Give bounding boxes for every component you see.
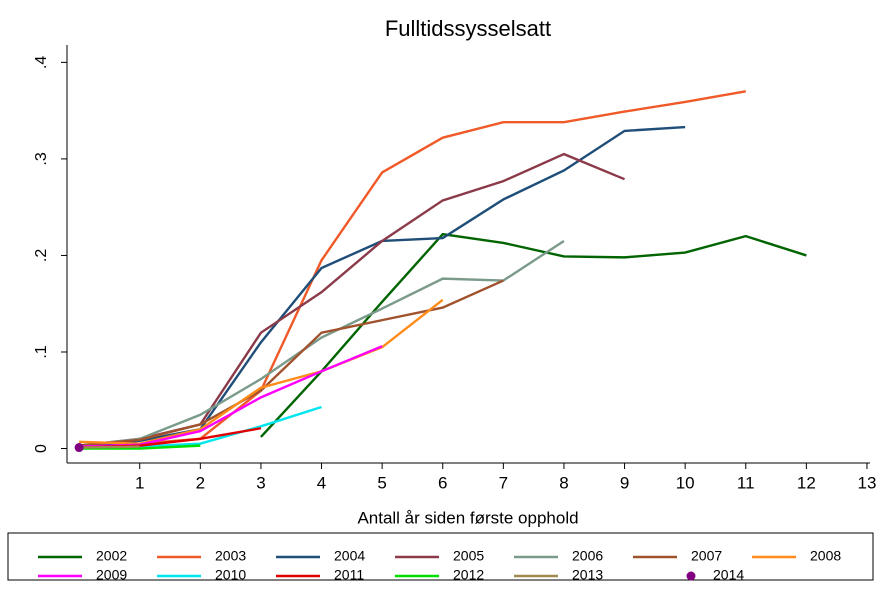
x-tick-label: 12 bbox=[797, 473, 816, 492]
x-tick-label: 10 bbox=[676, 473, 695, 492]
legend-label: 2013 bbox=[572, 567, 603, 583]
x-tick-label: 5 bbox=[377, 473, 386, 492]
legend-label: 2007 bbox=[691, 548, 722, 564]
y-tick-label: .2 bbox=[33, 249, 50, 262]
legend-label: 2004 bbox=[334, 548, 365, 564]
x-tick-label: 9 bbox=[620, 473, 629, 492]
series-line bbox=[79, 279, 504, 447]
x-tick-label: 7 bbox=[499, 473, 508, 492]
legend-box bbox=[7, 532, 874, 581]
y-tick-label: .1 bbox=[33, 345, 50, 358]
legend-label: 2014 bbox=[713, 567, 744, 583]
x-axis-label: Antall år siden første opphold bbox=[357, 508, 578, 527]
legend-label: 2002 bbox=[96, 548, 127, 564]
marker bbox=[74, 443, 84, 453]
x-tick-label: 4 bbox=[317, 473, 326, 492]
series-line bbox=[78, 239, 565, 447]
y-tick-label: 0 bbox=[33, 444, 50, 453]
x-tick-label: 8 bbox=[559, 473, 568, 492]
y-tick-label: .4 bbox=[33, 56, 50, 69]
legend-label: 2012 bbox=[453, 567, 484, 583]
x-tick-label: 3 bbox=[256, 473, 265, 492]
legend-label: 2008 bbox=[810, 548, 841, 564]
x-tick-label: 11 bbox=[737, 473, 755, 492]
legend-label: 2003 bbox=[215, 548, 246, 564]
x-tick-label: 1 bbox=[135, 473, 144, 492]
series-line bbox=[79, 445, 140, 449]
chart-title: Fulltidssysselsatt bbox=[385, 16, 551, 41]
series-line bbox=[260, 232, 807, 438]
series-line bbox=[79, 444, 201, 450]
legend-label: 2009 bbox=[96, 567, 127, 583]
legend-marker bbox=[686, 571, 696, 581]
legend-label: 2011 bbox=[334, 567, 364, 583]
x-tick-label: 13 bbox=[858, 473, 877, 492]
legend-label: 2010 bbox=[215, 567, 246, 583]
x-tick-label: 6 bbox=[438, 473, 447, 492]
legend-label: 2006 bbox=[572, 548, 603, 564]
x-tick-label: 2 bbox=[196, 473, 205, 492]
y-tick-label: .3 bbox=[33, 152, 50, 165]
legend-label: 2005 bbox=[453, 548, 484, 564]
